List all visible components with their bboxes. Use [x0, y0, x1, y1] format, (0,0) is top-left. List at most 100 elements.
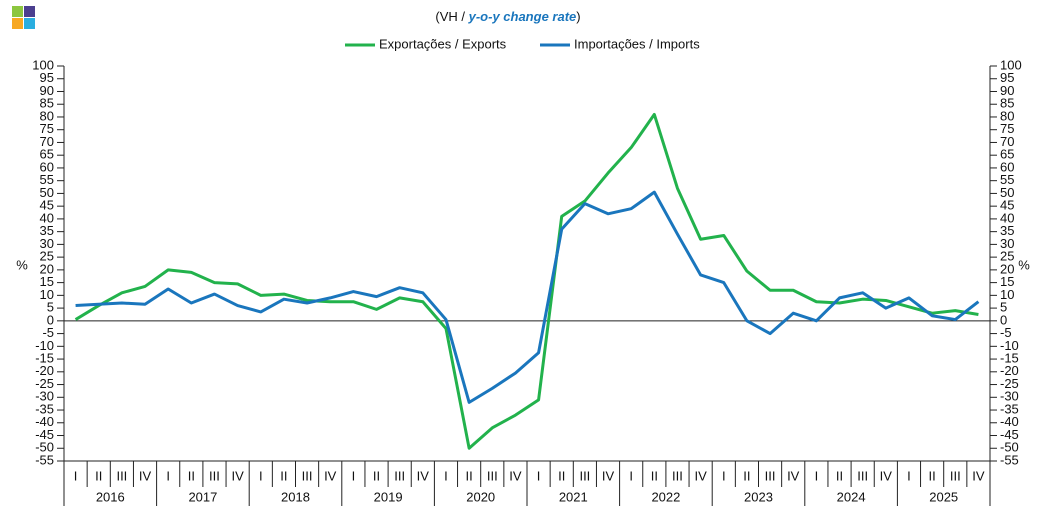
y2-tick-label: -10	[1000, 338, 1019, 353]
y2-tick-label: 30	[1000, 236, 1014, 251]
x-tick-label: I	[722, 468, 726, 483]
y-tick-label: 10	[40, 287, 54, 302]
x-tick-label: III	[672, 468, 683, 483]
x-tick-label: III	[857, 468, 868, 483]
y-tick-label: 100	[32, 57, 54, 72]
year-label: 2020	[466, 489, 495, 504]
year-label: 2019	[374, 489, 403, 504]
series-line	[75, 190, 980, 404]
y2-tick-label: -55	[1000, 452, 1019, 467]
x-tick-label: III	[394, 468, 405, 483]
y-tick-label: 55	[40, 172, 54, 187]
y-axis-label: %	[16, 257, 28, 272]
y-tick-label: 70	[40, 134, 54, 149]
x-tick-label: II	[95, 468, 102, 483]
y-tick-label: -20	[35, 363, 54, 378]
y2-tick-label: 55	[1000, 172, 1014, 187]
y-tick-label: 0	[47, 312, 54, 327]
legend-label: Exportações / Exports	[379, 36, 507, 51]
series-line	[74, 112, 979, 450]
x-tick-label: III	[950, 468, 961, 483]
y2-tick-label: 15	[1000, 274, 1014, 289]
y2-tick-label: 40	[1000, 210, 1014, 225]
y2-tick-label: 75	[1000, 121, 1014, 136]
y-tick-label: -30	[35, 389, 54, 404]
y2-tick-label: 25	[1000, 249, 1014, 264]
y2-tick-label: 65	[1000, 147, 1014, 162]
logo-square	[12, 6, 23, 17]
x-tick-label: IV	[972, 468, 985, 483]
x-tick-label: II	[466, 468, 473, 483]
y-tick-label: 90	[40, 83, 54, 98]
x-tick-label: IV	[602, 468, 615, 483]
title-part: )	[576, 9, 580, 24]
legend-label: Importações / Imports	[574, 36, 700, 51]
x-tick-label: II	[929, 468, 936, 483]
y-tick-label: 20	[40, 261, 54, 276]
y2-tick-label: -20	[1000, 363, 1019, 378]
year-label: 2021	[559, 489, 588, 504]
x-tick-label: II	[836, 468, 843, 483]
x-tick-label: I	[74, 468, 78, 483]
y2-tick-label: -25	[1000, 376, 1019, 391]
y2-tick-label: 100	[1000, 57, 1022, 72]
x-tick-label: II	[651, 468, 658, 483]
x-tick-label: II	[280, 468, 287, 483]
y2-tick-label: 0	[1000, 312, 1007, 327]
y2-tick-label: -45	[1000, 427, 1019, 442]
logo-square	[24, 6, 35, 17]
year-label: 2022	[651, 489, 680, 504]
y2-tick-label: -5	[1000, 325, 1012, 340]
x-tick-label: II	[188, 468, 195, 483]
x-tick-label: I	[629, 468, 633, 483]
x-tick-label: III	[209, 468, 220, 483]
year-label: 2016	[96, 489, 125, 504]
x-tick-label: IV	[880, 468, 893, 483]
year-label: 2017	[188, 489, 217, 504]
y2-tick-label: 50	[1000, 185, 1014, 200]
y2-tick-label: 60	[1000, 159, 1014, 174]
y2-tick-label: 90	[1000, 83, 1014, 98]
y2-tick-label: 35	[1000, 223, 1014, 238]
year-label: 2025	[929, 489, 958, 504]
chart-title: (VH / y-o-y change rate)	[435, 9, 580, 24]
x-tick-label: IV	[417, 468, 430, 483]
year-label: 2024	[837, 489, 866, 504]
year-label: 2023	[744, 489, 773, 504]
y-tick-label: 60	[40, 159, 54, 174]
y-tick-label: -5	[42, 325, 54, 340]
logo	[12, 6, 35, 29]
y-tick-label: 45	[40, 198, 54, 213]
y-tick-label: 50	[40, 185, 54, 200]
x-tick-label: IV	[694, 468, 707, 483]
y-tick-label: -50	[35, 440, 54, 455]
y-tick-label: -55	[35, 452, 54, 467]
y-tick-label: 75	[40, 121, 54, 136]
x-tick-label: I	[352, 468, 356, 483]
year-label: 2018	[281, 489, 310, 504]
y-tick-label: -35	[35, 401, 54, 416]
x-tick-label: IV	[787, 468, 800, 483]
y2-tick-label: 70	[1000, 134, 1014, 149]
y-tick-label: 35	[40, 223, 54, 238]
x-tick-label: III	[765, 468, 776, 483]
x-tick-label: II	[373, 468, 380, 483]
x-tick-label: III	[579, 468, 590, 483]
y-tick-label: 40	[40, 210, 54, 225]
x-tick-label: IV	[324, 468, 337, 483]
x-tick-label: III	[116, 468, 127, 483]
y-tick-label: 25	[40, 249, 54, 264]
title-part: y-o-y change rate	[468, 9, 577, 24]
x-tick-label: I	[537, 468, 541, 483]
y2-tick-label: -35	[1000, 401, 1019, 416]
y-axis-label: %	[1018, 257, 1030, 272]
y-tick-label: 95	[40, 70, 54, 85]
x-tick-label: I	[815, 468, 819, 483]
y2-tick-label: 95	[1000, 70, 1014, 85]
title-part: (VH /	[435, 9, 468, 24]
y2-tick-label: 80	[1000, 108, 1014, 123]
y-tick-label: -15	[35, 351, 54, 366]
y2-tick-label: 10	[1000, 287, 1014, 302]
x-tick-label: I	[444, 468, 448, 483]
